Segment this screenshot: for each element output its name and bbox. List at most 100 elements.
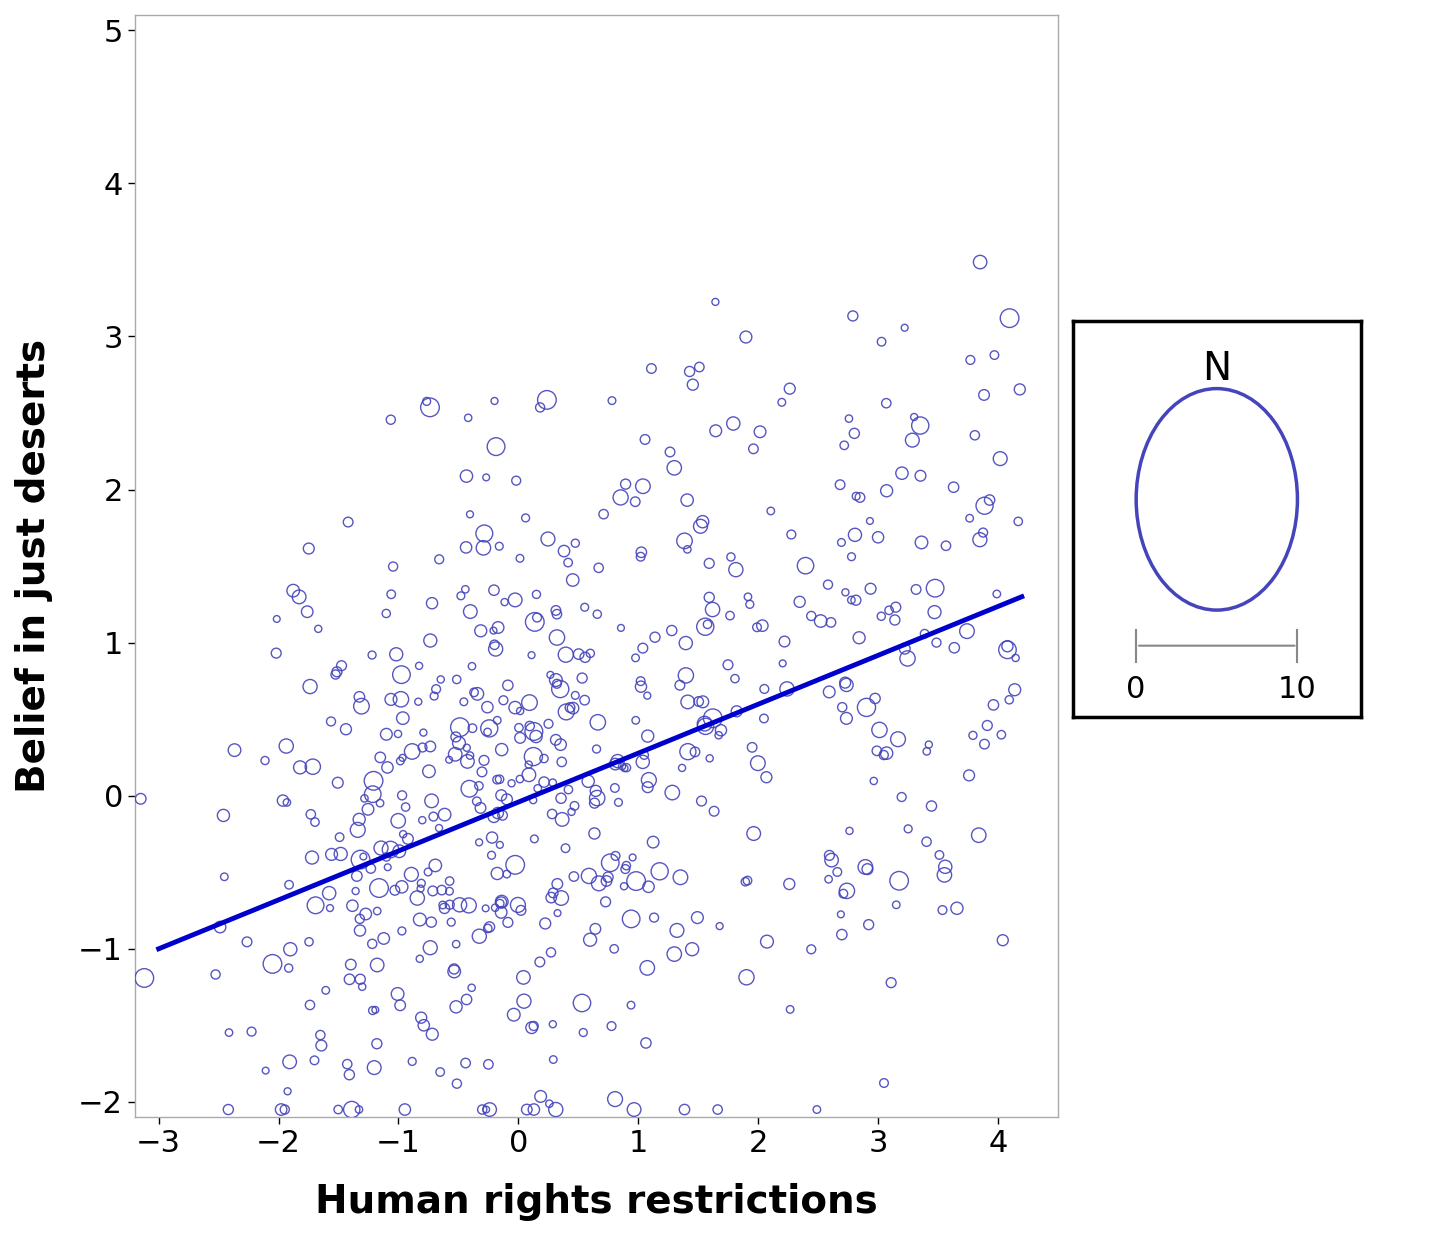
Point (314, 980, 337, 1000)
Point (603, 1089, 626, 1109)
Point (550, 789, 573, 808)
Point (445, 727, 468, 747)
Point (935, 536, 958, 556)
Point (848, 487, 871, 507)
Point (297, 539, 320, 559)
Point (583, 794, 606, 813)
Point (634, 430, 657, 450)
Point (873, 1073, 896, 1093)
Point (969, 252, 992, 272)
Point (503, 1005, 526, 1025)
Point (677, 692, 700, 712)
Point (554, 702, 577, 722)
Point (719, 606, 742, 625)
Point (396, 829, 419, 849)
Point (910, 533, 933, 552)
Point (890, 787, 913, 807)
Point (671, 758, 694, 777)
Point (429, 1062, 452, 1082)
Point (236, 932, 259, 952)
Point (382, 556, 405, 576)
Point (478, 917, 501, 937)
Point (586, 789, 609, 808)
Point (595, 871, 618, 891)
Point (400, 1052, 423, 1072)
Point (301, 848, 324, 868)
Point (429, 670, 452, 690)
Point (996, 640, 1020, 660)
Point (544, 601, 567, 620)
Point (973, 734, 996, 754)
Point (340, 954, 363, 974)
Point (419, 630, 442, 650)
Point (517, 755, 540, 775)
Point (544, 670, 567, 690)
Point (675, 539, 698, 559)
Point (613, 859, 636, 879)
Point (631, 476, 654, 496)
Point (458, 779, 481, 798)
Point (269, 1100, 292, 1120)
Point (549, 679, 572, 698)
Point (636, 876, 660, 896)
Point (740, 738, 763, 758)
Point (487, 618, 510, 638)
Point (870, 331, 893, 351)
Point (455, 538, 478, 557)
Point (523, 829, 546, 849)
Point (488, 836, 511, 855)
Point (469, 798, 492, 818)
Point (490, 892, 513, 912)
Point (410, 738, 433, 758)
Point (279, 939, 302, 959)
Point (348, 908, 372, 928)
Point (423, 855, 446, 875)
Point (420, 1025, 444, 1044)
Point (998, 308, 1021, 328)
Point (573, 597, 596, 617)
Point (688, 357, 711, 377)
Point (409, 879, 432, 899)
Text: N: N (1202, 350, 1231, 388)
Point (348, 849, 372, 869)
Point (927, 845, 950, 865)
Point (903, 407, 926, 426)
Point (816, 869, 840, 889)
Point (536, 391, 559, 410)
Point (624, 648, 647, 667)
Point (495, 864, 518, 884)
Point (855, 697, 878, 717)
Point (867, 528, 890, 548)
Point (468, 776, 491, 796)
Point (631, 638, 654, 658)
Point (563, 796, 586, 816)
Point (357, 800, 380, 819)
Point (840, 590, 863, 609)
Point (539, 1094, 562, 1114)
Point (347, 1100, 370, 1120)
Point (621, 848, 644, 868)
Text: 0: 0 (1126, 675, 1146, 703)
Point (438, 881, 461, 901)
Point (383, 880, 406, 900)
Point (841, 307, 864, 326)
Point (412, 1016, 435, 1036)
X-axis label: Human rights restrictions: Human rights restrictions (315, 1183, 877, 1221)
Point (893, 639, 916, 659)
Point (848, 628, 871, 648)
Point (586, 712, 609, 732)
Point (366, 1033, 389, 1053)
Point (330, 844, 353, 864)
Point (546, 874, 569, 894)
Point (410, 811, 433, 831)
Point (482, 635, 505, 655)
Point (458, 504, 481, 524)
Point (703, 801, 726, 821)
Point (449, 586, 472, 606)
Point (433, 899, 456, 918)
Point (670, 868, 693, 887)
Point (374, 603, 397, 623)
Point (586, 604, 609, 624)
Point (825, 861, 848, 881)
Point (572, 1022, 595, 1042)
